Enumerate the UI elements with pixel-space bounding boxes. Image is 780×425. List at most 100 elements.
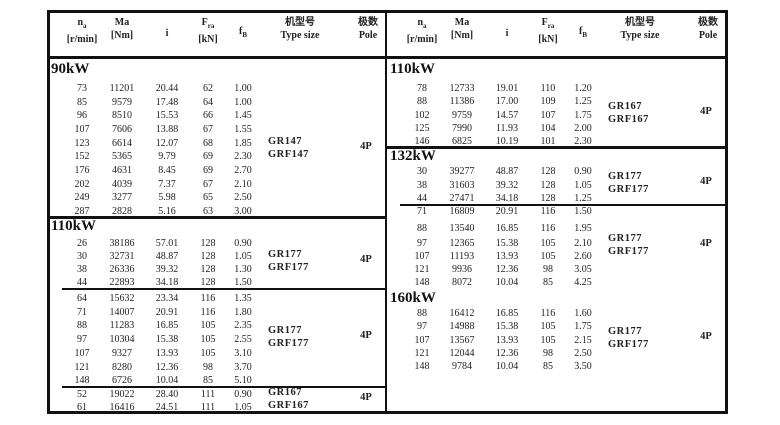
output-torque-cell: 38186 — [109, 238, 135, 249]
pole-count: 4P — [700, 330, 712, 342]
radial-load-cell: 128 — [200, 277, 216, 288]
ratio-cell: 10.04 — [155, 375, 179, 387]
ratio-cell: 20.91 — [155, 306, 179, 318]
subscript: B — [242, 31, 248, 39]
ratio-cell: 34.18 — [155, 277, 179, 288]
output-speed-cell: 78 — [417, 83, 427, 94]
power-heading: 132kW — [390, 148, 436, 164]
radial-load-cell: 128 — [540, 193, 556, 204]
output-speed-cell: 107 — [74, 124, 90, 135]
output-speed-cell: 52 — [77, 389, 87, 400]
service-factor-cell: 1.75 — [574, 321, 592, 333]
ratio-cell: 17.00 — [495, 96, 519, 108]
output-torque-cell: 9784 — [452, 361, 472, 372]
output-torque-cell: 11193 — [449, 251, 475, 262]
service-factor-cell: 1.50 — [234, 277, 252, 288]
header-ma: Ma [Nm] — [111, 16, 133, 42]
power-heading: 110kW — [390, 61, 436, 77]
output-torque-cell: 27471 — [449, 193, 475, 204]
header-divider — [47, 56, 728, 59]
table-border-left — [47, 10, 50, 414]
ratio-cell: 39.32 — [155, 264, 179, 275]
radial-load-cell: 65 — [203, 192, 213, 204]
label: F — [201, 17, 208, 28]
output-speed-cell: 38 — [417, 179, 427, 191]
header-fb: fB — [239, 25, 247, 42]
service-factor-cell: 4.25 — [574, 277, 592, 288]
radial-load-cell: 85 — [203, 375, 213, 387]
output-speed-cell: 44 — [417, 193, 427, 204]
ratio-cell: 23.34 — [155, 293, 179, 304]
ratio-cell: 48.87 — [155, 251, 179, 262]
radial-load-cell: 69 — [203, 151, 213, 163]
unit: [kN] — [198, 34, 218, 45]
output-torque-cell: 9936 — [452, 264, 472, 275]
output-torque-cell: 22893 — [109, 277, 135, 288]
radial-load-cell: 105 — [540, 321, 556, 333]
output-speed-cell: 121 — [74, 361, 90, 373]
ratio-cell: 15.38 — [495, 238, 519, 249]
radial-load-cell: 105 — [540, 334, 556, 346]
pole-count: 4P — [700, 105, 712, 117]
output-speed-cell: 64 — [77, 293, 87, 304]
service-factor-cell: 1.20 — [574, 83, 592, 94]
output-speed-cell: 88 — [77, 320, 87, 332]
group-divider — [50, 216, 385, 219]
service-factor-cell: 0.90 — [234, 389, 252, 400]
output-torque-cell: 11283 — [109, 320, 135, 332]
output-speed-cell: 148 — [414, 277, 430, 288]
service-factor-cell: 3.10 — [234, 347, 252, 359]
ratio-cell: 48.87 — [495, 166, 519, 177]
label: f — [238, 26, 243, 37]
radial-load-cell: 128 — [200, 238, 216, 249]
output-speed-cell: 85 — [77, 96, 87, 108]
subscript: B — [582, 31, 588, 39]
output-torque-cell: 19022 — [109, 389, 135, 400]
output-speed-cell: 44 — [77, 277, 87, 288]
label-cn: 极数 — [698, 17, 718, 28]
output-torque-cell: 10304 — [109, 334, 135, 346]
header-na: na [r/min] — [407, 16, 438, 46]
power-heading: 90kW — [51, 61, 90, 77]
ratio-cell: 20.91 — [495, 206, 519, 217]
label-cn: 极数 — [358, 17, 378, 28]
ratio-cell: 13.93 — [495, 251, 519, 262]
type-size: GR177 — [268, 325, 302, 337]
service-factor-cell: 1.05 — [234, 402, 252, 413]
service-factor-cell: 1.75 — [574, 109, 592, 121]
service-factor-cell: 0.90 — [574, 166, 592, 177]
service-factor-cell: 1.45 — [234, 110, 252, 122]
output-torque-cell: 7606 — [112, 124, 132, 135]
table-border-bottom — [47, 411, 728, 414]
ratio-cell: 12.07 — [155, 137, 179, 149]
unit: [Nm] — [450, 30, 474, 41]
service-factor-cell: 2.10 — [574, 238, 592, 249]
header-i: i — [505, 28, 509, 39]
output-torque-cell: 12733 — [449, 83, 475, 94]
label: F — [541, 17, 548, 28]
pole-count: 4P — [700, 237, 712, 249]
radial-load-cell: 105 — [200, 320, 216, 332]
ratio-cell: 12.36 — [495, 264, 519, 275]
ratio-cell: 16.85 — [495, 223, 519, 234]
service-factor-cell: 2.30 — [234, 151, 252, 163]
output-torque-cell: 16412 — [449, 308, 475, 319]
output-torque-cell: 12365 — [449, 238, 475, 249]
ratio-cell: 14.57 — [495, 109, 519, 121]
unit: [r/min] — [66, 34, 98, 45]
label: Ma — [454, 17, 470, 28]
output-speed-cell: 30 — [77, 251, 87, 262]
service-factor-cell: 1.60 — [574, 308, 592, 319]
power-heading: 110kW — [51, 218, 97, 234]
center-divider — [385, 10, 387, 414]
service-factor-cell: 0.90 — [234, 238, 252, 249]
header-type: 机型号 Type size — [621, 16, 660, 42]
label: f — [578, 26, 583, 37]
output-torque-cell: 12044 — [449, 347, 475, 359]
output-speed-cell: 88 — [417, 308, 427, 319]
radial-load-cell: 67 — [203, 178, 213, 190]
ratio-cell: 11.93 — [495, 122, 519, 134]
service-factor-cell: 3.50 — [574, 361, 592, 372]
service-factor-cell: 1.25 — [574, 193, 592, 204]
label-en: Pole — [358, 30, 378, 41]
